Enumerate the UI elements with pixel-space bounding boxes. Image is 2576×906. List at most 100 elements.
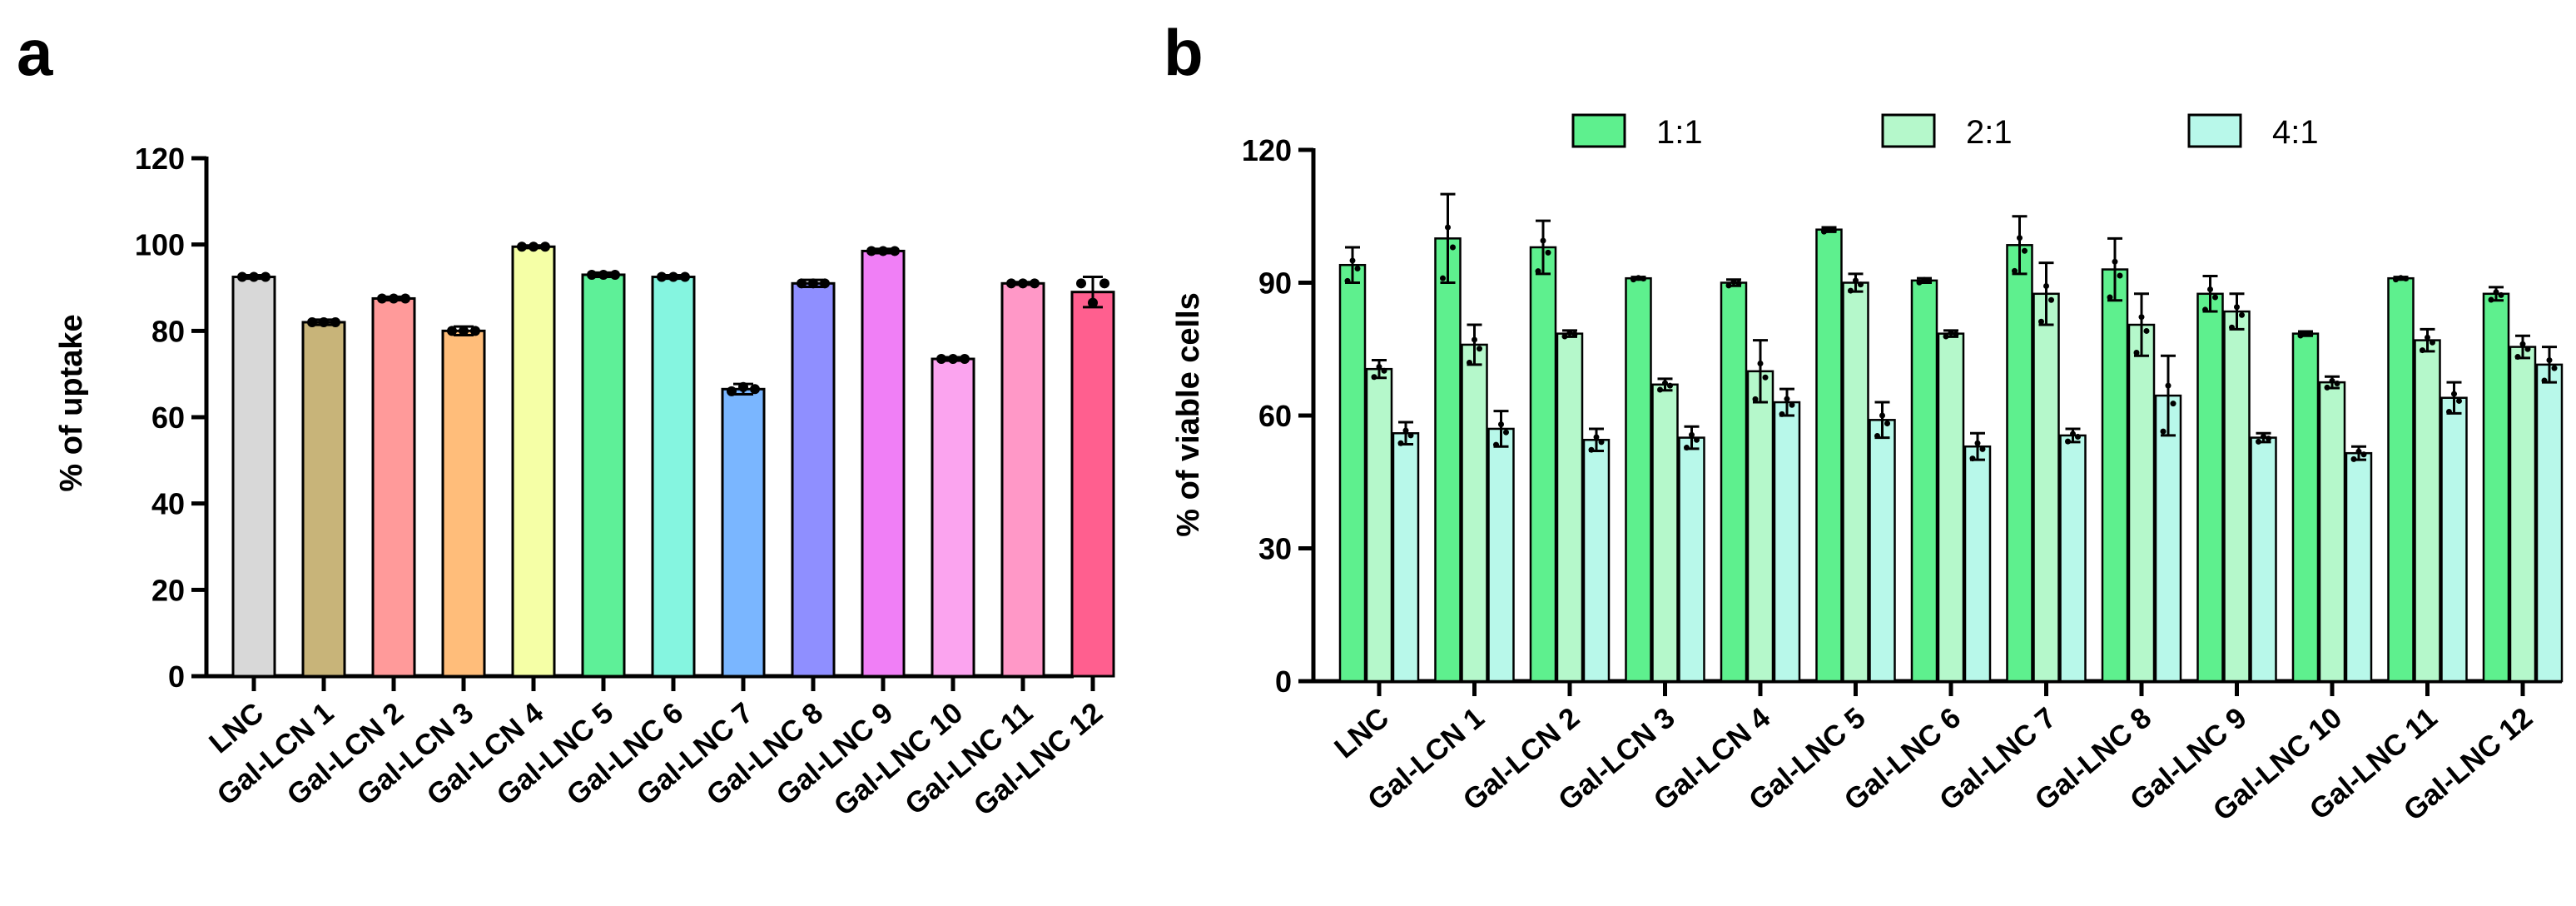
data-point-lnc [237,271,247,282]
data-point-gal-lnc-6 [668,271,678,282]
data-point-gal-lcn-2 [389,293,399,304]
data-point-1-1-gal-lnc-6 [1916,279,1923,286]
panel-b-y-tick-label: 60 [1258,399,1292,433]
panel-b-letter: b [1164,16,1204,89]
data-point-gal-lnc-6 [657,271,667,282]
panel-a-y-tick-label: 100 [135,228,185,262]
panel-b-y-tick-label: 90 [1258,266,1292,301]
bar-2-1-gal-lnc-9 [2223,310,2251,683]
bar-4-1-gal-lnc-11 [2440,396,2468,683]
data-point-gal-lcn-3 [470,326,480,336]
legend-label-2-1: 2:1 [1966,114,2013,151]
data-point-gal-lnc-11 [1006,278,1016,289]
data-point-1-1-gal-lcn-2 [1540,237,1546,244]
data-point-4-1-gal-lnc-11 [2446,408,2452,415]
data-point-2-1-gal-lnc-9 [2234,304,2240,311]
data-point-2-1-gal-lnc-11 [2425,334,2430,341]
data-point-2-1-gal-lnc-10 [2324,384,2330,391]
data-point-gal-lcn-1 [330,316,340,327]
data-point-2-1-gal-lnc-8 [2143,327,2150,334]
data-point-1-1-gal-lnc-9 [2212,294,2218,301]
bar-2-1-gal-lcn-3 [1651,383,1679,683]
bar-2-1-gal-lcn-2 [1556,332,1584,683]
data-point-4-1-gal-lcn-1 [1493,441,1499,448]
bar-4-1-gal-lnc-10 [2345,451,2373,683]
bar-2-1-gal-lnc-10 [2318,381,2346,683]
data-point-2-1-gal-lcn-2 [1566,330,1573,336]
bar-4-1-gal-lcn-2 [1582,438,1611,683]
data-point-gal-lcn-3 [459,326,469,336]
data-point-1-1-gal-lcn-3 [1635,275,1641,281]
data-point-2-1-gal-lcn-4 [1752,396,1759,402]
panel-b-y-tick-label: 120 [1242,133,1292,167]
bar-1-1-gal-lcn-4 [1720,281,1748,683]
data-point-2-1-gal-lcn-3 [1667,382,1673,389]
data-point-4-1-gal-lnc-6 [1979,446,1986,452]
data-point-1-1-gal-lnc-12 [2498,291,2504,298]
panel-b-x-tick-label-lnc: LNC [1328,701,1395,764]
data-point-gal-lnc-8 [797,278,807,289]
panel-a-letter: a [17,16,53,89]
data-point-4-1-gal-lcn-2 [1588,446,1595,453]
data-point-1-1-gal-lcn-4 [1725,282,1732,289]
data-point-4-1-gal-lnc-12 [2541,377,2548,384]
data-point-4-1-gal-lnc-7 [2075,434,2081,441]
data-point-1-1-gal-lnc-10 [2307,331,2314,337]
data-point-2-1-gal-lcn-3 [1657,386,1663,393]
bar-1-1-gal-lnc-10 [2291,332,2320,683]
bar-2-1-lnc [1365,367,1393,683]
data-point-4-1-gal-lnc-7 [2065,438,2071,445]
data-point-gal-lnc-7 [727,386,737,396]
data-point-gal-lnc-10 [960,354,970,365]
bar-gal-lnc-5 [581,273,626,678]
data-point-1-1-gal-lcn-4 [1735,280,1742,286]
data-point-4-1-gal-lcn-3 [1684,445,1690,451]
data-point-4-1-gal-lcn-4 [1789,401,1795,408]
data-point-1-1-gal-lcn-3 [1630,276,1636,283]
legend-label-4-1: 4:1 [2272,114,2319,151]
data-point-1-1-lnc [1354,265,1361,271]
bar-4-1-gal-lnc-8 [2154,394,2182,683]
data-point-gal-lnc-10 [948,354,958,365]
data-point-1-1-gal-lnc-9 [2202,306,2208,313]
data-point-4-1-gal-lcn-3 [1694,436,1700,443]
data-point-2-1-gal-lcn-1 [1467,359,1472,366]
data-point-gal-lcn-1 [319,316,329,327]
panel-b-y-axis-label: % of viable cells [1171,292,1206,537]
data-point-1-1-gal-lnc-8 [2112,258,2118,265]
data-point-4-1-gal-lnc-5 [1879,412,1885,419]
data-point-gal-lcn-2 [400,293,410,304]
data-point-1-1-gal-lnc-6 [1926,277,1933,284]
data-point-1-1-gal-lnc-8 [2117,272,2123,279]
data-point-gal-lcn-4 [529,241,539,252]
panel-a-y-tick-label: 20 [151,573,185,607]
data-point-2-1-gal-lnc-6 [1943,333,1949,340]
data-point-4-1-gal-lnc-12 [2546,357,2553,364]
data-point-2-1-gal-lcn-2 [1571,331,1578,337]
data-point-1-1-gal-lnc-12 [2493,289,2499,296]
bar-2-1-gal-lnc-8 [2127,323,2156,683]
bar-gal-lnc-11 [1000,281,1045,678]
data-point-1-1-gal-lcn-2 [1545,249,1551,256]
data-point-1-1-lnc [1344,277,1351,284]
bar-4-1-gal-lnc-5 [1869,419,1896,683]
legend-swatch-1-1 [1571,113,1626,148]
data-point-2-1-gal-lnc-11 [2430,339,2435,346]
bar-gal-lnc-10 [931,357,975,678]
bar-gal-lcn-1 [301,321,346,678]
data-point-4-1-gal-lcn-2 [1593,434,1600,441]
bar-gal-lcn-2 [371,296,416,678]
bar-1-1-gal-lcn-1 [1434,237,1462,683]
data-point-gal-lnc-11 [1030,278,1040,289]
bar-1-1-gal-lnc-6 [1910,279,1938,683]
bar-1-1-gal-lnc-9 [2196,292,2224,683]
data-point-2-1-gal-lnc-7 [2048,296,2054,303]
bar-2-1-gal-lnc-11 [2414,339,2441,683]
data-point-1-1-gal-lnc-10 [2302,330,2309,336]
data-point-lnc [249,271,259,282]
legend-swatch-2-1 [1881,113,1936,148]
data-point-1-1-gal-lnc-11 [2398,275,2404,281]
bar-2-1-gal-lcn-1 [1461,343,1488,683]
legend-label-1-1: 1:1 [1656,114,1703,151]
